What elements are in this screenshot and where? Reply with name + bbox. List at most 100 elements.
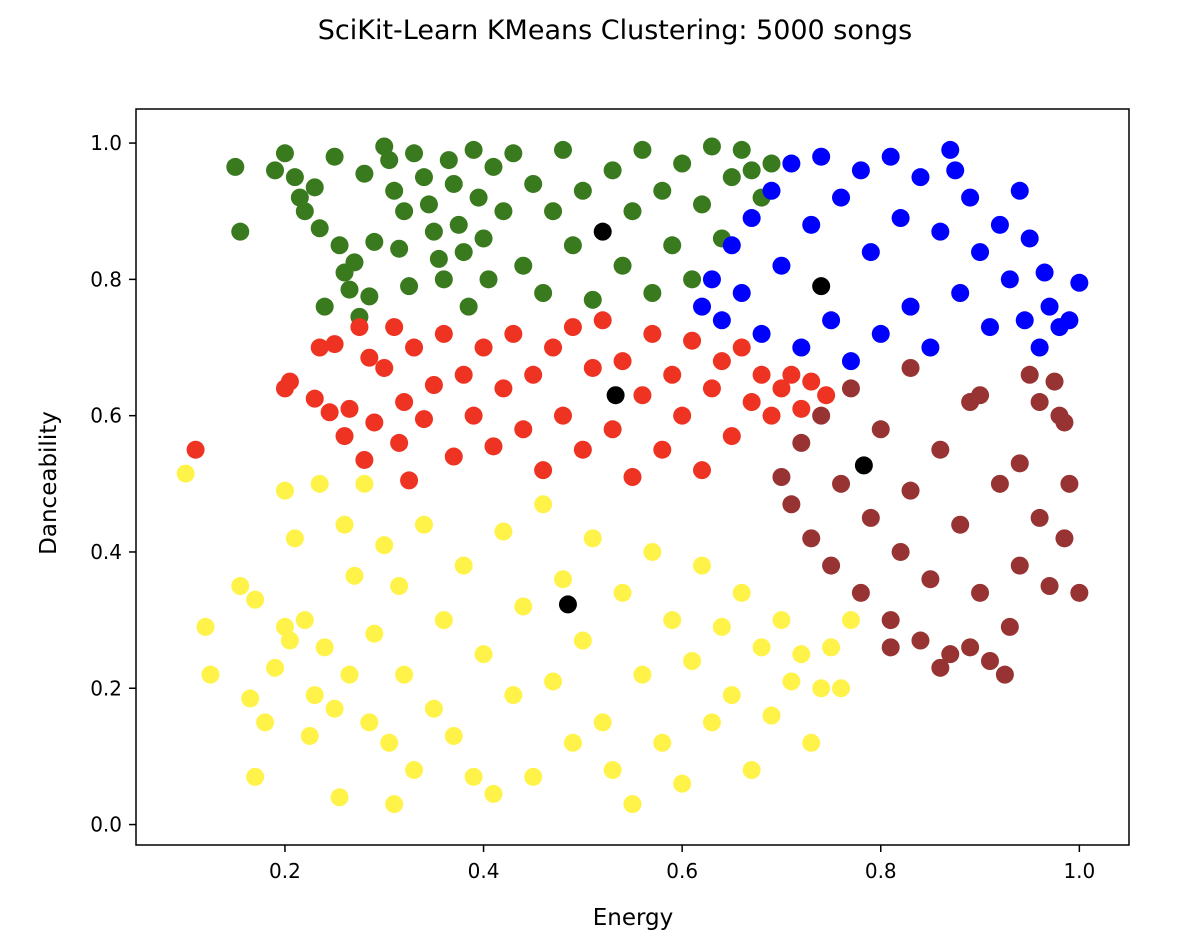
data-point-cluster-2-40 bbox=[623, 468, 642, 486]
data-point-cluster-4-40 bbox=[494, 522, 513, 541]
data-point-cluster-4-37 bbox=[464, 767, 483, 786]
data-point-cluster-4-13 bbox=[295, 611, 314, 630]
data-point-cluster-0-38 bbox=[474, 229, 493, 248]
data-points bbox=[176, 137, 1089, 814]
data-point-cluster-4-45 bbox=[544, 672, 563, 691]
data-point-cluster-0-58 bbox=[673, 154, 692, 173]
data-point-cluster-0-9 bbox=[315, 297, 334, 316]
data-point-cluster-3-29 bbox=[1055, 529, 1074, 548]
data-point-cluster-3-3 bbox=[802, 529, 821, 548]
data-point-cluster-1-7 bbox=[762, 181, 781, 200]
data-point-cluster-2-30 bbox=[524, 365, 543, 384]
data-point-cluster-0-11 bbox=[330, 236, 349, 255]
data-point-cluster-2-33 bbox=[553, 406, 572, 425]
data-point-cluster-3-9 bbox=[861, 508, 880, 527]
data-point-cluster-1-31 bbox=[990, 215, 1009, 234]
data-point-cluster-2-5 bbox=[320, 403, 339, 422]
data-point-cluster-0-67 bbox=[762, 154, 781, 173]
data-point-cluster-0-45 bbox=[534, 284, 553, 302]
data-point-cluster-1-11 bbox=[802, 215, 821, 234]
data-point-cluster-3-0 bbox=[772, 468, 791, 486]
data-point-cluster-0-63 bbox=[722, 168, 741, 187]
data-point-cluster-0-8 bbox=[310, 219, 329, 238]
data-point-cluster-0-1 bbox=[231, 222, 250, 241]
data-point-cluster-0-14 bbox=[345, 253, 364, 272]
data-point-cluster-0-5 bbox=[290, 188, 309, 207]
data-point-cluster-4-28 bbox=[385, 795, 404, 814]
data-point-cluster-2-13 bbox=[375, 358, 394, 377]
data-point-cluster-1-5 bbox=[742, 209, 761, 228]
data-point-cluster-0-46 bbox=[544, 202, 563, 221]
data-point-cluster-0-23 bbox=[395, 202, 414, 221]
data-point-cluster-1-32 bbox=[1000, 270, 1019, 289]
data-point-cluster-4-75 bbox=[841, 611, 860, 630]
data-point-cluster-3-2 bbox=[792, 433, 811, 452]
data-point-cluster-4-12 bbox=[285, 529, 304, 548]
data-point-cluster-4-41 bbox=[504, 686, 523, 705]
data-point-cluster-2-20 bbox=[424, 376, 443, 394]
data-point-cluster-3-33 bbox=[995, 665, 1014, 684]
data-point-cluster-3-38 bbox=[1055, 413, 1074, 432]
data-point-cluster-2-32 bbox=[544, 338, 563, 357]
data-point-cluster-2-57 bbox=[792, 399, 811, 418]
data-point-cluster-3-1 bbox=[782, 495, 801, 514]
data-point-cluster-4-43 bbox=[524, 767, 543, 786]
data-point-cluster-0-54 bbox=[633, 140, 652, 159]
data-point-cluster-3-20 bbox=[971, 583, 990, 602]
data-point-cluster-2-54 bbox=[762, 406, 781, 425]
centroid-cluster-3 bbox=[854, 456, 873, 475]
plot-area bbox=[135, 108, 1130, 846]
data-point-cluster-2-9 bbox=[350, 318, 369, 337]
data-point-cluster-2-0 bbox=[186, 440, 205, 459]
data-point-cluster-4-58 bbox=[673, 774, 692, 793]
data-point-cluster-0-25 bbox=[405, 144, 424, 163]
data-point-cluster-4-27 bbox=[380, 733, 399, 752]
data-point-cluster-4-11 bbox=[280, 631, 299, 650]
data-point-cluster-3-15 bbox=[921, 570, 940, 589]
data-point-cluster-2-35 bbox=[573, 440, 592, 459]
data-point-cluster-2-19 bbox=[414, 410, 433, 429]
data-point-cluster-0-19 bbox=[375, 137, 394, 156]
data-point-cluster-3-16 bbox=[931, 440, 950, 459]
data-point-cluster-2-51 bbox=[732, 338, 751, 357]
data-point-cluster-4-51 bbox=[603, 761, 622, 780]
data-point-cluster-4-66 bbox=[752, 638, 771, 657]
data-point-cluster-0-47 bbox=[553, 140, 572, 159]
data-point-cluster-0-6 bbox=[295, 202, 314, 221]
data-point-cluster-2-42 bbox=[643, 324, 662, 343]
data-point-cluster-1-18 bbox=[871, 324, 890, 343]
data-point-cluster-4-57 bbox=[663, 611, 682, 630]
data-point-cluster-2-58 bbox=[802, 372, 821, 391]
cluster-centroids bbox=[558, 222, 873, 614]
data-point-cluster-0-51 bbox=[603, 161, 622, 180]
data-point-cluster-3-34 bbox=[881, 638, 900, 657]
data-point-cluster-2-44 bbox=[663, 365, 682, 384]
data-point-cluster-4-34 bbox=[434, 611, 453, 630]
data-point-cluster-3-17 bbox=[941, 645, 960, 664]
data-point-cluster-2-37 bbox=[593, 311, 612, 330]
data-point-cluster-2-29 bbox=[514, 420, 533, 439]
data-point-cluster-4-22 bbox=[345, 566, 364, 585]
data-point-cluster-4-30 bbox=[395, 665, 414, 684]
data-point-cluster-4-60 bbox=[693, 556, 712, 575]
data-point-cluster-1-41 bbox=[1070, 273, 1089, 292]
data-point-cluster-0-24 bbox=[400, 277, 419, 296]
data-point-cluster-0-29 bbox=[429, 249, 448, 268]
data-point-cluster-4-17 bbox=[315, 638, 334, 657]
data-point-cluster-0-50 bbox=[583, 290, 602, 309]
data-point-cluster-2-15 bbox=[390, 433, 409, 452]
data-point-cluster-0-33 bbox=[449, 215, 468, 234]
data-point-cluster-4-25 bbox=[365, 624, 384, 643]
data-point-cluster-4-24 bbox=[360, 713, 379, 732]
data-point-cluster-2-6 bbox=[325, 335, 344, 354]
data-point-cluster-0-18 bbox=[365, 232, 384, 251]
data-point-cluster-2-45 bbox=[673, 406, 692, 425]
x-tick-label-1: 0.4 bbox=[468, 859, 500, 883]
data-point-cluster-4-8 bbox=[266, 658, 285, 677]
data-point-cluster-4-68 bbox=[772, 611, 791, 630]
data-point-cluster-2-24 bbox=[464, 406, 483, 425]
data-point-cluster-1-35 bbox=[1020, 229, 1039, 248]
y-tick-label-5: 1.0 bbox=[90, 131, 122, 155]
data-point-cluster-4-61 bbox=[702, 713, 721, 732]
